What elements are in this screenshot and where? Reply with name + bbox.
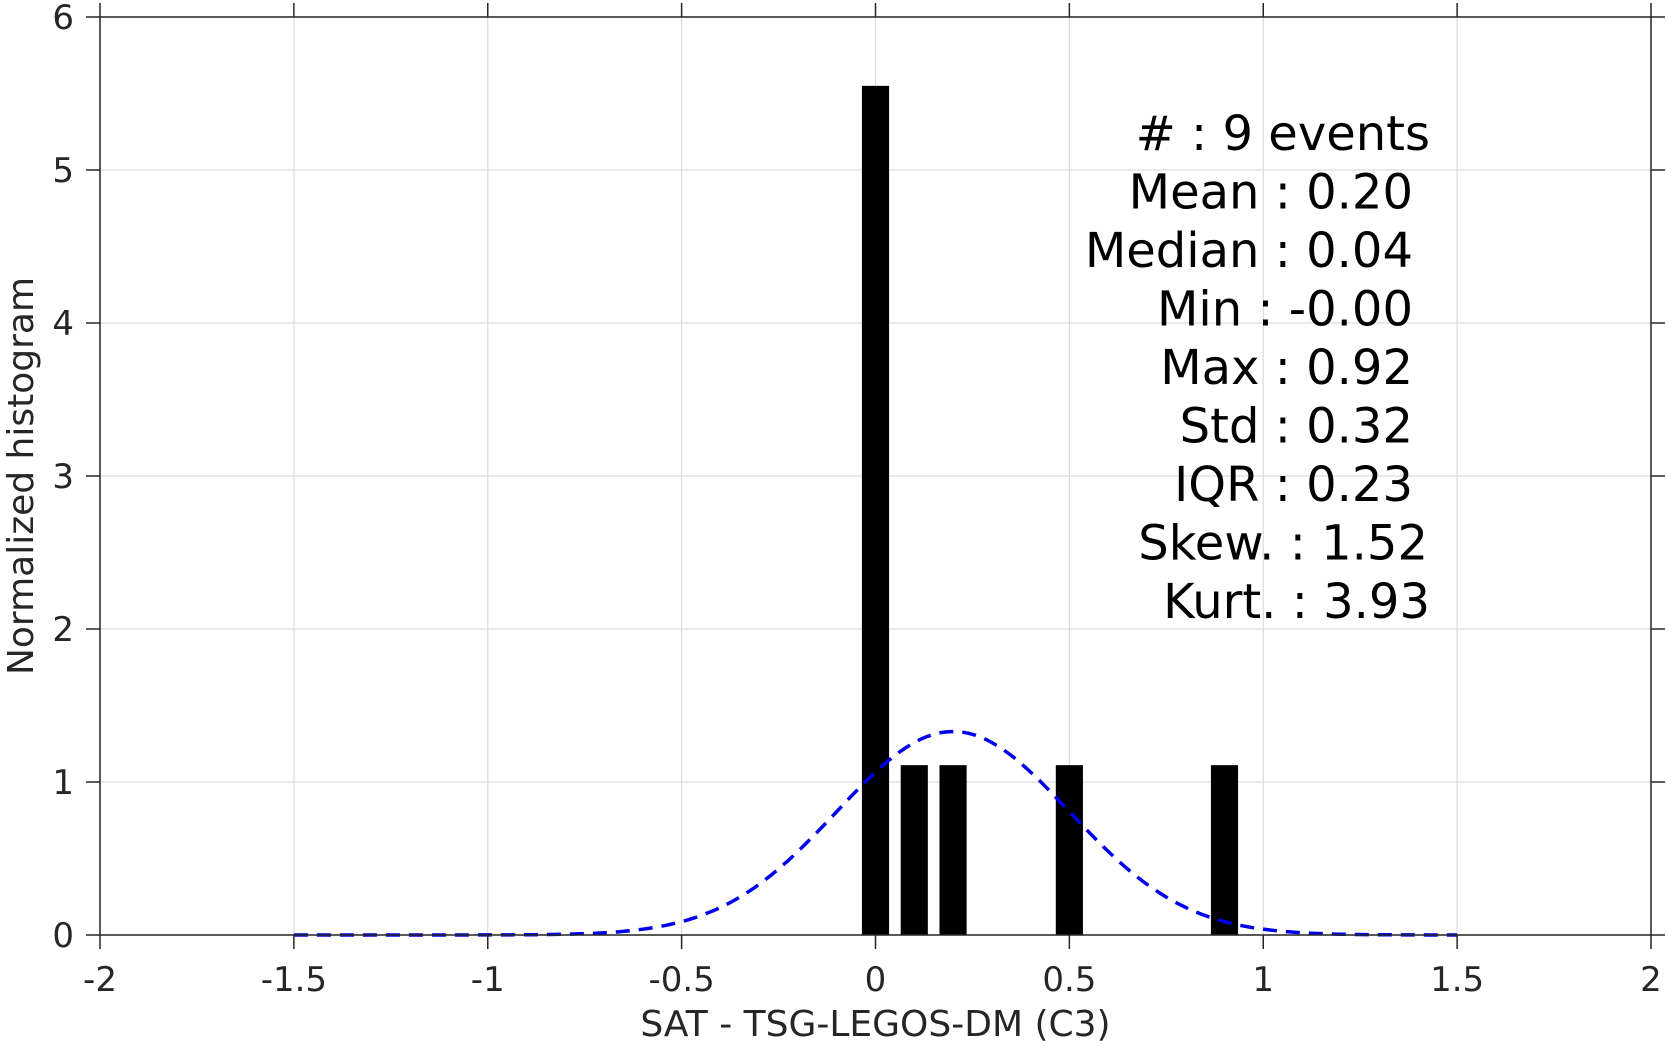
stats-line: Max : 0.92 (1160, 340, 1413, 396)
histogram-bar (1055, 765, 1083, 935)
stats-line: Skew. : 1.52 (1138, 516, 1428, 572)
ticks (86, 3, 1665, 949)
stats-line: Kurt. : 3.93 (1163, 574, 1430, 630)
histogram-bar (900, 765, 928, 935)
histogram-bar (1210, 765, 1239, 935)
y-tick-label: 4 (52, 304, 74, 344)
x-tick-label: -1.5 (261, 960, 327, 1000)
y-tick-label: 1 (52, 763, 74, 803)
stats-line: Mean : 0.20 (1129, 165, 1413, 221)
y-axis-label: Normalized histogram (1, 277, 42, 675)
x-tick-label: -2 (83, 960, 117, 1000)
x-tick-label: 1 (1252, 960, 1274, 1000)
x-tick-label: 0 (865, 960, 887, 1000)
x-tick-label: -0.5 (648, 960, 714, 1000)
stats-line: IQR : 0.23 (1174, 457, 1413, 513)
histogram-bar (939, 765, 967, 935)
stats-line: Min : -0.00 (1157, 282, 1413, 338)
x-tick-label: -1 (471, 960, 505, 1000)
y-tick-label: 2 (52, 610, 74, 650)
y-tick-labels: 0 1 2 3 4 5 6 (52, 0, 74, 956)
y-tick-label: 5 (52, 151, 74, 191)
bars (861, 85, 1239, 936)
x-tick-labels: -2 -1.5 -1 -0.5 0 0.5 1 1.5 2 (83, 960, 1662, 1000)
histogram-bar (861, 85, 890, 936)
x-tick-label: 1.5 (1430, 960, 1484, 1000)
y-tick-label: 0 (52, 916, 74, 956)
y-tick-label: 3 (52, 457, 74, 497)
x-axis-label: SAT - TSG-LEGOS-DM (C3) (640, 1004, 1110, 1045)
stats-line: Std : 0.32 (1180, 399, 1413, 455)
x-tick-label: 0.5 (1042, 960, 1096, 1000)
y-tick-label: 6 (52, 0, 74, 38)
stats-line: # : 9 events (1136, 106, 1430, 162)
x-tick-label: 2 (1640, 960, 1662, 1000)
stats-line: Median : 0.04 (1085, 223, 1413, 279)
